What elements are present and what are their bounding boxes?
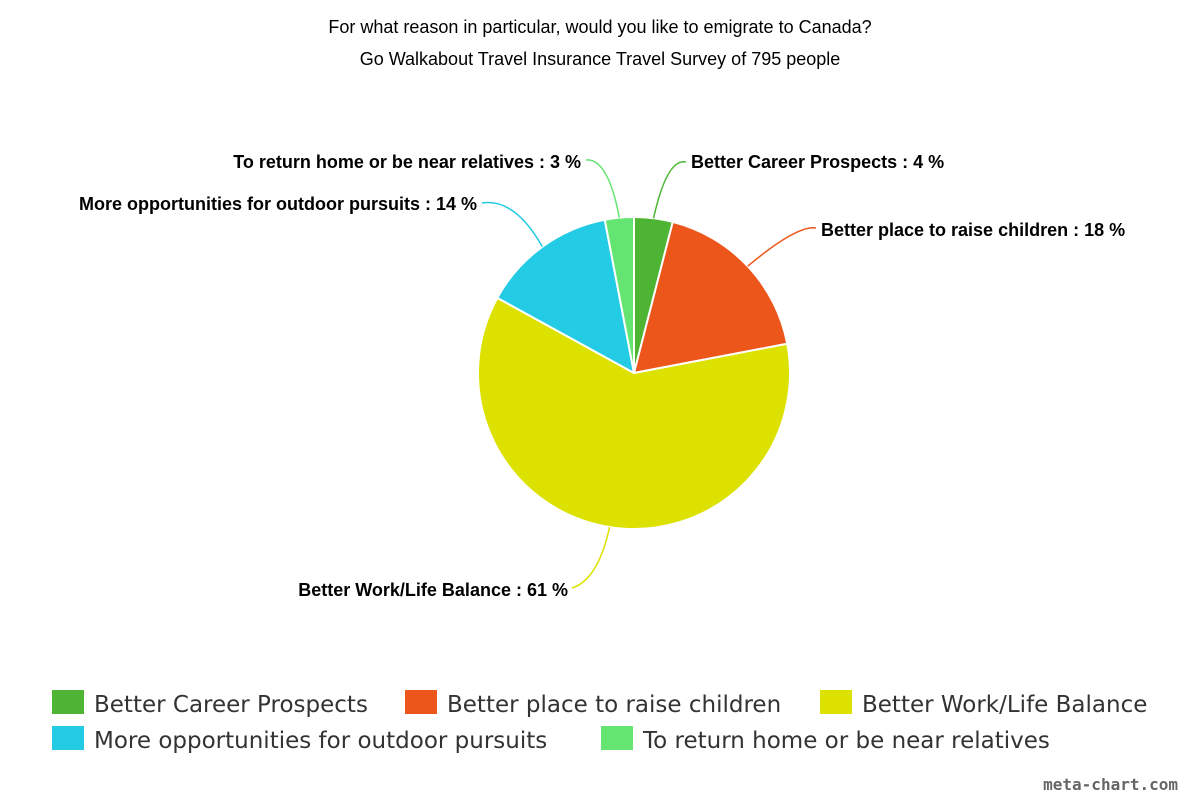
legend-item-to-return-home-or-be-near-relatives[interactable]: To return home or be near relatives — [601, 726, 1050, 754]
data-label-better-career-prospects: Better Career Prospects : 4 % — [691, 152, 944, 172]
connector-better-place-to-raise-children — [747, 227, 817, 267]
legend-swatch — [820, 690, 852, 714]
legend-label: Better Career Prospects — [94, 692, 368, 718]
legend-label: More opportunities for outdoor pursuits — [94, 728, 547, 754]
legend-item-more-opportunities-for-outdoor-pursuits[interactable]: More opportunities for outdoor pursuits — [52, 726, 547, 754]
legend-swatch — [601, 726, 633, 750]
connector-better-work-life-balance — [571, 526, 611, 589]
legend-swatch — [52, 726, 84, 750]
pie-slice-better-place-to-raise-children[interactable] — [633, 220, 789, 374]
connector-more-opportunities-for-outdoor-pursuits — [481, 201, 543, 248]
data-label-better-place-to-raise-children: Better place to raise children : 18 % — [821, 220, 1125, 240]
connector-to-return-home-or-be-near-relatives — [585, 159, 621, 218]
legend-label: Better place to raise children — [447, 692, 781, 718]
slice-labels: Better Career Prospects : 4 % Better plac… — [79, 152, 1125, 600]
connector-better-career-prospects — [652, 161, 687, 219]
legend-label: To return home or be near relatives — [642, 728, 1050, 754]
legend-item-better-career-prospects[interactable]: Better Career Prospects — [52, 690, 368, 718]
data-label-better-work-life-balance: Better Work/Life Balance : 61 % — [298, 580, 568, 600]
label-connectors — [481, 159, 817, 589]
chart-subtitle: Go Walkabout Travel Insurance Travel Sur… — [360, 49, 841, 69]
pie-slices — [477, 216, 791, 530]
legend: Better Career Prospects Better place to r… — [52, 690, 1147, 754]
legend-item-better-work-life-balance[interactable]: Better Work/Life Balance — [820, 690, 1147, 718]
chart-title: For what reason in particular, would you… — [328, 17, 871, 37]
data-label-to-return-home-or-be-near-relatives: To return home or be near relatives : 3 … — [233, 152, 581, 172]
legend-swatch — [405, 690, 437, 714]
data-label-more-opportunities-for-outdoor-pursuits: More opportunities for outdoor pursuits … — [79, 194, 477, 214]
watermark: meta-chart.com — [1043, 775, 1178, 794]
legend-item-better-place-to-raise-children[interactable]: Better place to raise children — [405, 690, 781, 718]
legend-swatch — [52, 690, 84, 714]
pie-slice-better-work-life-balance[interactable] — [477, 296, 791, 530]
legend-label: Better Work/Life Balance — [862, 692, 1147, 718]
